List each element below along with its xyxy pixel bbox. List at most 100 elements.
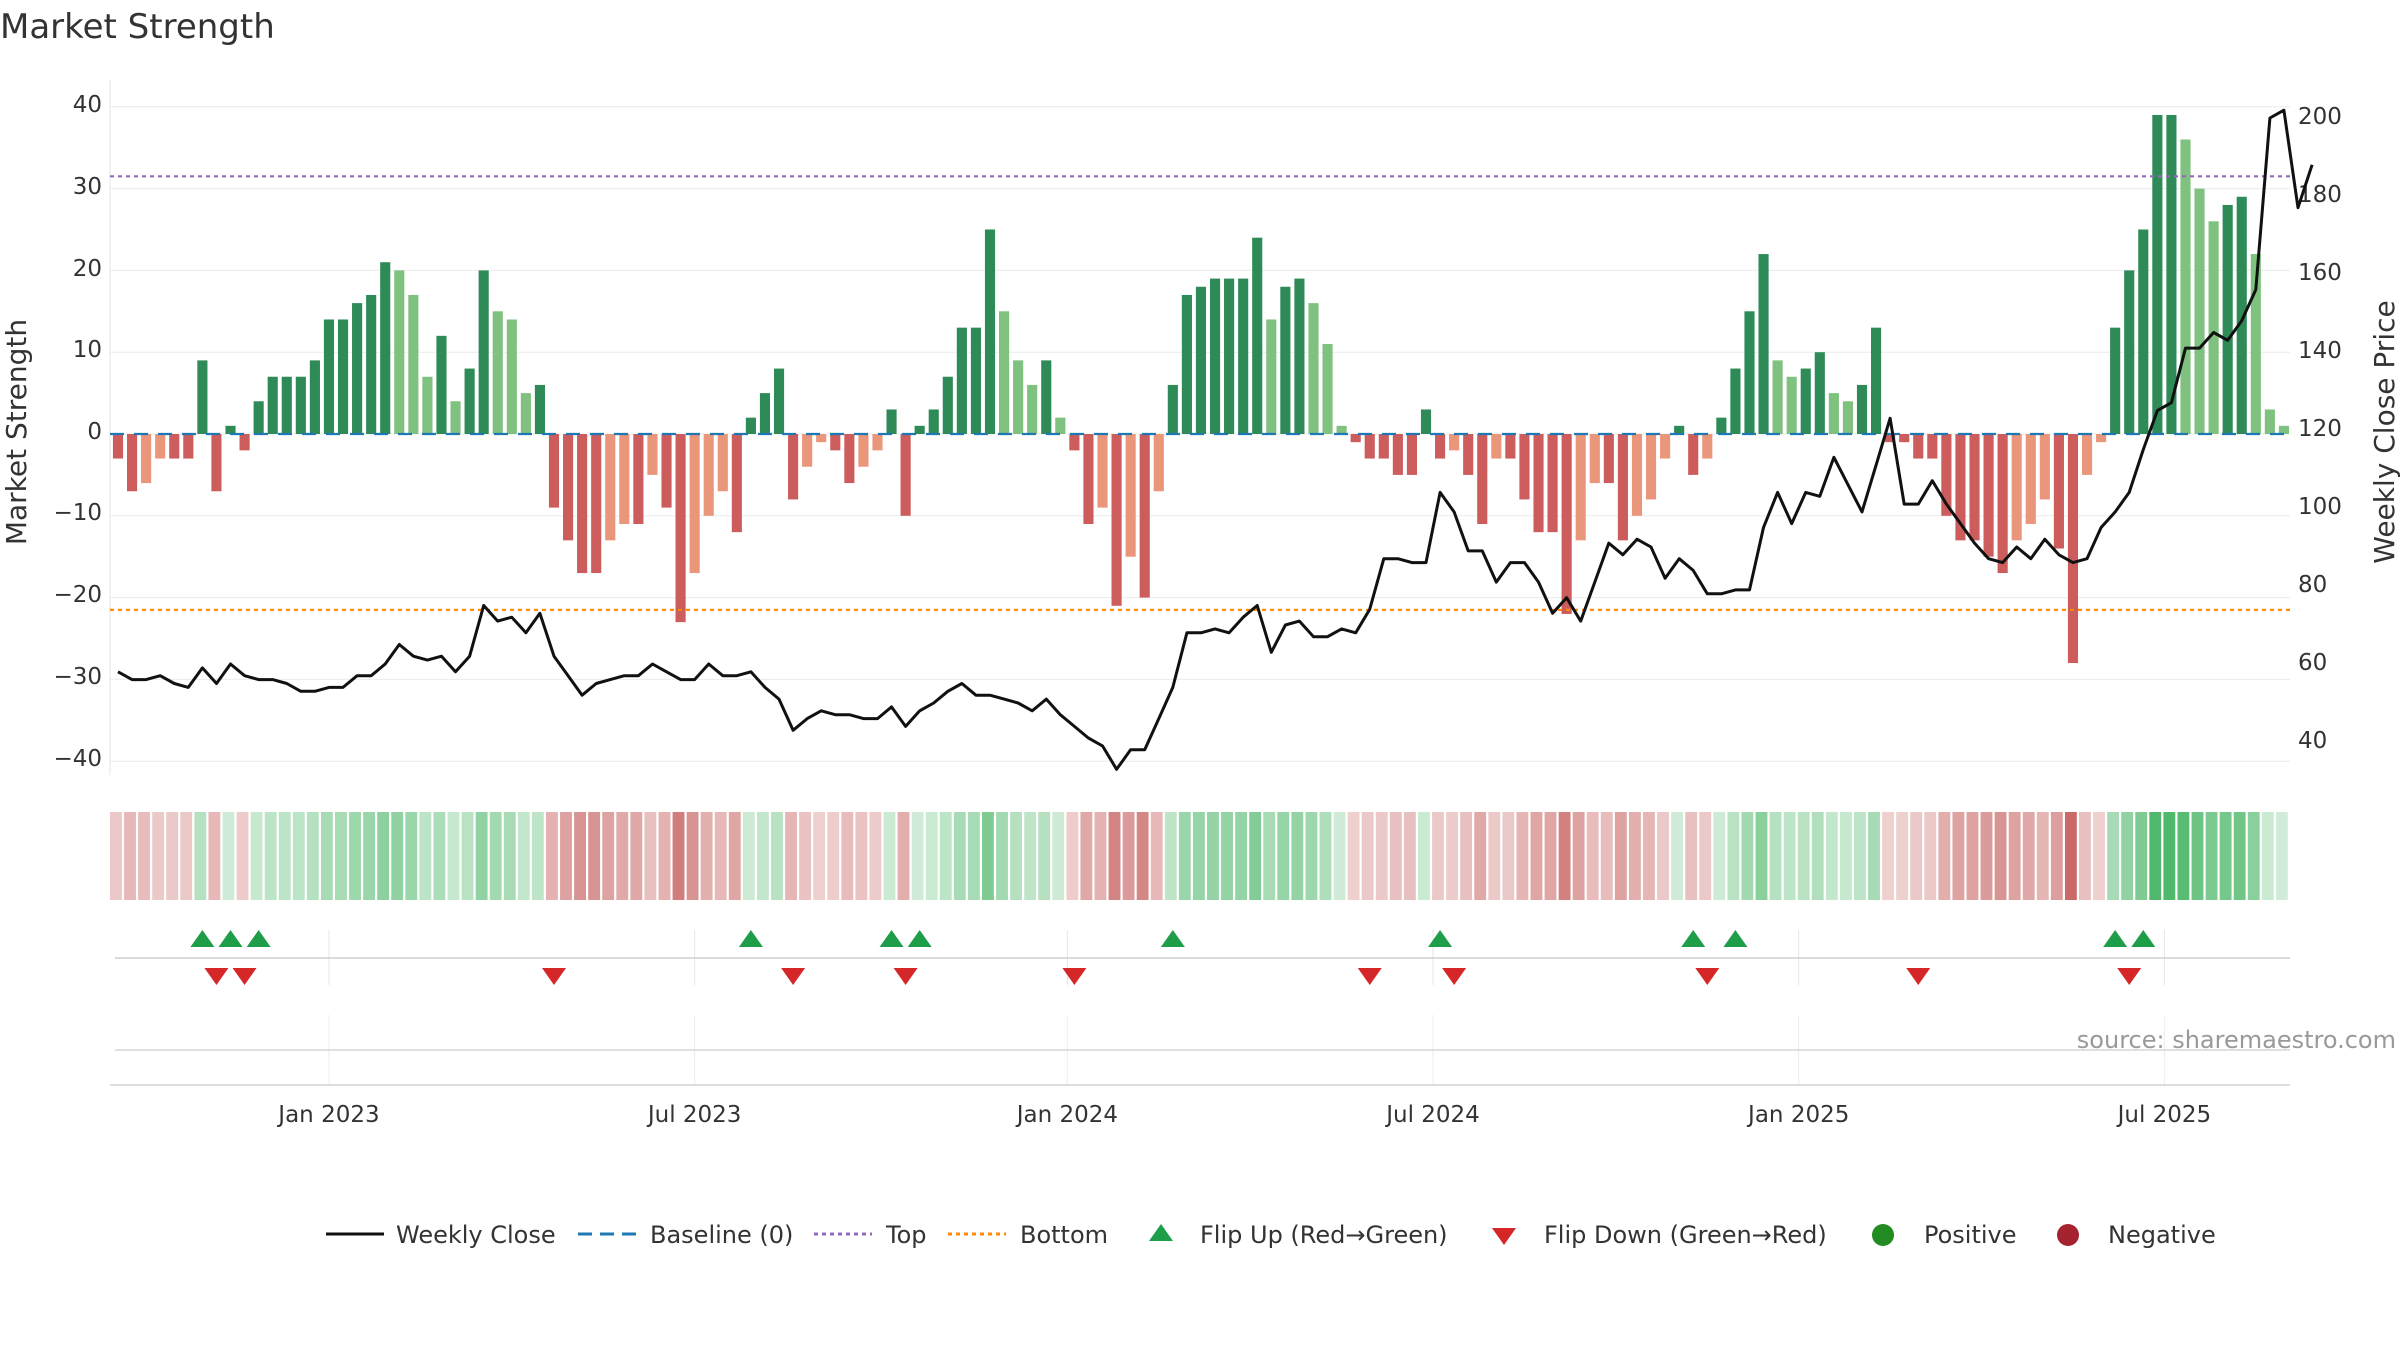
reference-lines xyxy=(110,175,2290,611)
strength-bar xyxy=(970,327,981,434)
strength-bar xyxy=(1758,254,1769,434)
heat-cell xyxy=(517,812,530,900)
flip-up-marker xyxy=(1681,930,1706,947)
y-tick-left: 0 xyxy=(87,419,102,445)
strength-bar xyxy=(1561,434,1572,614)
strength-bar xyxy=(1997,434,2008,574)
strength-bar xyxy=(2194,188,2205,434)
strength-bar xyxy=(1027,384,1038,434)
heat-cell xyxy=(1108,812,1121,900)
heat-cell xyxy=(1868,812,1880,900)
heat-cell xyxy=(714,812,727,900)
heat-cell xyxy=(349,812,361,900)
heat-cell xyxy=(1192,812,1205,900)
heat-cell xyxy=(1136,812,1149,900)
flip-down-marker xyxy=(893,968,918,985)
heat-cell xyxy=(489,812,502,900)
heat-cell xyxy=(1052,812,1065,900)
heat-cell xyxy=(1699,812,1712,900)
heat-cell xyxy=(2093,812,2105,900)
heat-cell xyxy=(531,812,544,900)
heat-cell xyxy=(644,812,657,900)
heat-cell xyxy=(771,812,783,900)
heat-cell xyxy=(405,812,418,900)
strength-bar xyxy=(942,376,953,434)
strength-bar xyxy=(127,434,138,492)
strength-bar xyxy=(309,360,320,434)
strength-bar xyxy=(1660,434,1671,459)
strength-bar xyxy=(548,434,560,508)
strength-bar xyxy=(2152,114,2163,434)
legend: Weekly Close Baseline (0) Top Bottom Fli… xyxy=(326,1221,2216,1249)
strength-bar xyxy=(1491,434,1502,459)
strength-bar xyxy=(1688,434,1699,475)
heat-cell xyxy=(1938,812,1951,900)
flip-up-marker xyxy=(1428,930,1453,947)
flip-down-marker xyxy=(1442,968,1467,985)
heat-cell xyxy=(1319,812,1332,900)
strength-bar xyxy=(1378,434,1389,459)
strength-bar xyxy=(1899,434,1910,443)
y-tick-right: 160 xyxy=(2298,260,2342,286)
y-tick-left: −40 xyxy=(53,746,102,772)
strength-bar xyxy=(2124,270,2135,434)
strength-bar xyxy=(1167,384,1178,434)
strength-bar xyxy=(2222,204,2233,434)
strength-bar xyxy=(984,229,996,434)
flip-up-marker xyxy=(246,930,271,947)
strength-bar xyxy=(1519,434,1530,500)
strength-bar xyxy=(1871,327,1882,434)
heat-cell xyxy=(728,812,741,900)
strength-bar xyxy=(661,434,672,508)
strength-bar xyxy=(464,368,475,434)
y-tick-right: 80 xyxy=(2298,572,2327,598)
strength-bar xyxy=(1041,360,1052,434)
heat-cell xyxy=(208,812,221,900)
flip-down-marker xyxy=(542,968,566,985)
strength-bar xyxy=(1533,434,1544,533)
strength-bar xyxy=(1744,311,1755,434)
heat-cell xyxy=(1994,812,2007,900)
strength-bar xyxy=(2180,139,2191,434)
flip-up-marker xyxy=(2103,930,2128,947)
heat-cell xyxy=(1600,812,1613,900)
heat-cell xyxy=(391,812,404,900)
legend-label: Top xyxy=(885,1221,927,1249)
heat-cell xyxy=(925,812,938,900)
strength-bar xyxy=(773,368,785,434)
strength-bar xyxy=(408,294,419,434)
heat-cell xyxy=(1685,812,1698,900)
heat-cell xyxy=(236,812,249,900)
heat-cell xyxy=(1010,812,1022,900)
heat-cell xyxy=(2036,812,2049,900)
strength-bar xyxy=(816,434,827,443)
strength-bar xyxy=(1842,401,1853,434)
heat-cell xyxy=(841,812,854,900)
heat-cell xyxy=(855,812,868,900)
heat-cell xyxy=(138,812,150,900)
heat-cell xyxy=(166,812,179,900)
legend-label: Positive xyxy=(1924,1221,2017,1249)
heat-cell xyxy=(1924,812,1937,900)
strength-bar xyxy=(1294,278,1305,434)
heat-cell xyxy=(1839,812,1852,900)
heat-cell xyxy=(1657,812,1669,900)
heat-cell xyxy=(1628,812,1641,900)
strength-bar xyxy=(1055,417,1066,434)
strength-bar xyxy=(2236,196,2247,434)
heat-cell xyxy=(1952,812,1965,900)
flip-up-marker xyxy=(1160,930,1185,947)
flip-up-marker xyxy=(190,930,215,947)
heat-cell xyxy=(686,812,699,900)
heat-cell xyxy=(222,812,235,900)
heat-cell xyxy=(2163,812,2176,900)
flip-up-marker xyxy=(738,930,763,947)
heat-cell xyxy=(1558,812,1571,900)
strength-bar xyxy=(183,434,194,459)
strength-bar xyxy=(169,434,180,459)
heat-cell xyxy=(433,812,446,900)
strength-bar xyxy=(2096,434,2107,443)
heat-cell xyxy=(574,812,586,900)
strength-bar xyxy=(689,434,700,574)
heat-cell xyxy=(2219,812,2232,900)
